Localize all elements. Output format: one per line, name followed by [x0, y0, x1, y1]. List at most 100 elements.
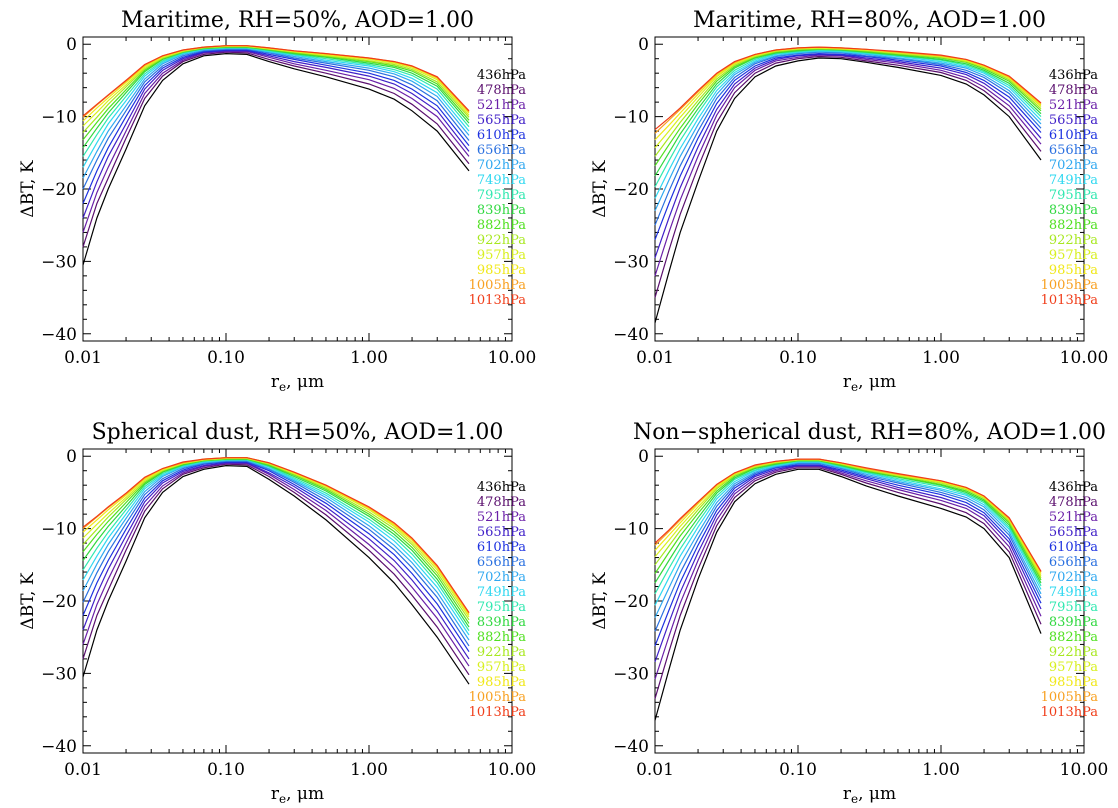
- legend-label: 882hPa: [1049, 218, 1098, 233]
- y-tick-label: −40: [41, 325, 77, 345]
- series-line: [654, 50, 1042, 211]
- x-tick-label: 10.00: [488, 760, 537, 780]
- series-line: [654, 52, 1042, 240]
- legend-label: 985hPa: [477, 675, 526, 690]
- legend-label: 1013hPa: [469, 293, 527, 308]
- legend-label: 922hPa: [1049, 645, 1098, 660]
- legend-label: 610hPa: [1049, 540, 1098, 555]
- legend-label: 565hPa: [1049, 113, 1098, 128]
- legend-label: 610hPa: [477, 128, 526, 143]
- legend-label: 702hPa: [1049, 158, 1098, 173]
- y-tick-label: −20: [613, 180, 649, 200]
- series-line: [82, 464, 470, 685]
- series-line: [654, 57, 1042, 324]
- legend-label: 565hPa: [477, 113, 526, 128]
- legend-label: 702hPa: [477, 570, 526, 585]
- legend-label: 839hPa: [477, 203, 526, 218]
- series-line: [82, 45, 470, 117]
- legend-label: 521hPa: [477, 98, 526, 113]
- series-line: [654, 460, 1042, 595]
- legend-label: 478hPa: [1049, 83, 1098, 98]
- y-axis-label: ΔBT, K: [590, 572, 610, 629]
- series-line: [654, 465, 1042, 663]
- x-axis-label: re, μm: [843, 784, 896, 806]
- series-line: [82, 463, 470, 676]
- y-tick-label: −10: [41, 108, 77, 128]
- legend-label: 565hPa: [1049, 525, 1098, 540]
- x-tick-label: 1.00: [350, 348, 388, 368]
- legend-label: 749hPa: [1049, 585, 1098, 600]
- legend-label: 436hPa: [477, 68, 526, 83]
- legend-label: 882hPa: [477, 218, 526, 233]
- y-tick-label: 0: [638, 35, 649, 55]
- x-axis-label: re, μm: [843, 372, 896, 394]
- x-tick-label: 0.01: [64, 760, 102, 780]
- series-line: [654, 50, 1042, 199]
- y-tick-label: −20: [613, 592, 649, 612]
- series-line: [654, 47, 1042, 157]
- legend-label: 985hPa: [1049, 263, 1098, 278]
- series-line: [82, 52, 470, 266]
- chart-title: Non−spherical dust, RH=80%, AOD=1.00: [633, 420, 1106, 445]
- series-line: [654, 49, 1042, 188]
- series-line: [654, 462, 1042, 618]
- x-tick-label: 0.10: [207, 348, 245, 368]
- series-line: [654, 55, 1042, 298]
- legend-label: 749hPa: [477, 585, 526, 600]
- series-line: [82, 51, 470, 248]
- y-tick-label: −10: [613, 108, 649, 128]
- y-tick-label: −30: [41, 252, 77, 272]
- series-line: [654, 47, 1042, 141]
- series-line: [82, 458, 470, 624]
- legend-label: 1013hPa: [1041, 705, 1099, 720]
- legend-label: 795hPa: [477, 600, 526, 615]
- x-tick-label: 0.10: [779, 760, 817, 780]
- legend-label: 839hPa: [1049, 615, 1098, 630]
- y-axis-label: ΔBT, K: [18, 160, 38, 217]
- legend-label: 436hPa: [1049, 68, 1098, 83]
- y-axis-label: ΔBT, K: [590, 160, 610, 217]
- legend-label: 656hPa: [1049, 143, 1098, 158]
- legend-label: 749hPa: [477, 173, 526, 188]
- chart-title: Maritime, RH=50%, AOD=1.00: [121, 8, 474, 33]
- legend-label: 1005hPa: [469, 278, 527, 293]
- legend-label: 795hPa: [477, 188, 526, 203]
- legend-label: 922hPa: [1049, 233, 1098, 248]
- series-line: [654, 54, 1042, 277]
- y-tick-label: −40: [613, 325, 649, 345]
- series-line: [654, 460, 1042, 581]
- y-tick-label: −30: [41, 664, 77, 684]
- legend-label: 656hPa: [477, 555, 526, 570]
- chart-panel: Maritime, RH=80%, AOD=1.00 0.01 0.10 1.00 10…: [590, 8, 1108, 394]
- legend-label: 839hPa: [477, 615, 526, 630]
- series-line: [82, 460, 470, 641]
- legend-label: 521hPa: [1049, 98, 1098, 113]
- series-line: [82, 457, 470, 618]
- x-tick-label: 1.00: [922, 760, 960, 780]
- series-line: [654, 53, 1042, 258]
- series-line: [654, 48, 1042, 177]
- series-line: [82, 460, 470, 647]
- legend-label: 882hPa: [477, 630, 526, 645]
- x-tick-label: 10.00: [1060, 348, 1109, 368]
- chart-panel: Spherical dust, RH=50%, AOD=1.00 0.01 0.10…: [18, 420, 536, 806]
- x-tick-label: 10.00: [1060, 760, 1109, 780]
- series-line: [654, 459, 1042, 576]
- legend-label: 957hPa: [1049, 248, 1098, 263]
- series-line: [82, 461, 470, 653]
- legend-label: 702hPa: [1049, 570, 1098, 585]
- legend-label: 795hPa: [1049, 188, 1098, 203]
- x-tick-label: 0.01: [636, 760, 674, 780]
- x-tick-label: 1.00: [922, 348, 960, 368]
- legend-label: 839hPa: [1049, 203, 1098, 218]
- legend-label: 795hPa: [1049, 600, 1098, 615]
- legend-label: 610hPa: [1049, 128, 1098, 143]
- legend-label: 1013hPa: [1041, 293, 1099, 308]
- y-tick-label: −40: [41, 737, 77, 757]
- x-axis-label: re, μm: [271, 372, 324, 394]
- legend-label: 882hPa: [1049, 630, 1098, 645]
- legend-label: 565hPa: [477, 525, 526, 540]
- legend-label: 922hPa: [477, 233, 526, 248]
- legend-label: 478hPa: [477, 83, 526, 98]
- x-tick-label: 0.10: [207, 760, 245, 780]
